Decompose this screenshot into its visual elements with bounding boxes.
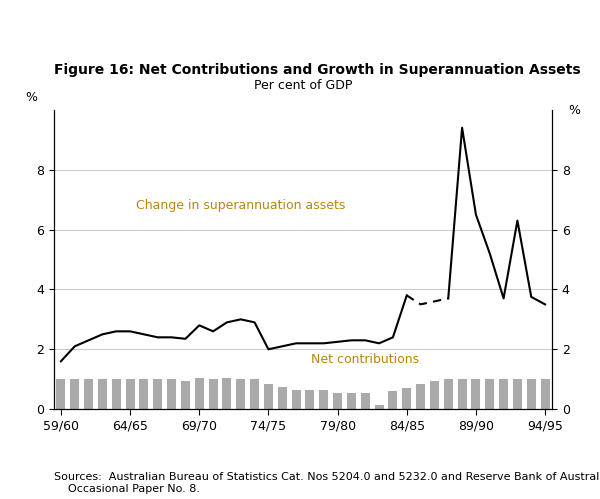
- Bar: [430, 381, 439, 409]
- Y-axis label: %: %: [26, 91, 38, 104]
- Bar: [444, 379, 453, 409]
- Bar: [181, 381, 190, 409]
- Bar: [264, 384, 273, 409]
- Bar: [361, 393, 370, 409]
- Bar: [319, 390, 328, 409]
- Bar: [167, 379, 176, 409]
- Y-axis label: %: %: [568, 104, 580, 117]
- Text: Figure 16: Net Contributions and Growth in Superannuation Assets: Figure 16: Net Contributions and Growth …: [54, 63, 581, 77]
- Text: Sources:  Australian Bureau of Statistics Cat. Nos 5204.0 and 5232.0 and Reserve: Sources: Australian Bureau of Statistics…: [54, 473, 600, 494]
- Bar: [98, 379, 107, 409]
- Bar: [402, 388, 411, 409]
- Bar: [305, 390, 314, 409]
- Bar: [250, 379, 259, 409]
- Bar: [84, 379, 93, 409]
- Bar: [499, 379, 508, 409]
- Bar: [333, 393, 342, 409]
- Bar: [56, 379, 65, 409]
- Bar: [292, 390, 301, 409]
- Bar: [472, 379, 481, 409]
- Text: Per cent of GDP: Per cent of GDP: [254, 79, 352, 92]
- Bar: [125, 379, 134, 409]
- Bar: [236, 379, 245, 409]
- Bar: [527, 379, 536, 409]
- Bar: [195, 378, 204, 409]
- Bar: [278, 387, 287, 409]
- Bar: [416, 384, 425, 409]
- Bar: [209, 379, 218, 409]
- Bar: [347, 393, 356, 409]
- Bar: [153, 379, 162, 409]
- Text: Change in superannuation assets: Change in superannuation assets: [136, 199, 346, 212]
- Bar: [541, 379, 550, 409]
- Bar: [112, 379, 121, 409]
- Bar: [70, 379, 79, 409]
- Bar: [223, 378, 232, 409]
- Bar: [513, 379, 522, 409]
- Bar: [388, 391, 397, 409]
- Bar: [458, 379, 467, 409]
- Text: Net contributions: Net contributions: [311, 353, 419, 366]
- Bar: [139, 379, 148, 409]
- Bar: [485, 379, 494, 409]
- Bar: [374, 405, 383, 409]
